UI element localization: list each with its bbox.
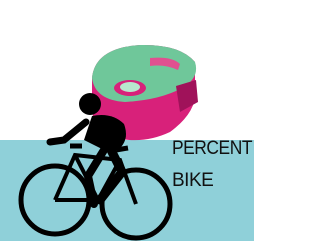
page: {"label": {"line1": "PERCENT", "line2": … bbox=[0, 0, 254, 241]
label-line-1: PERCENT bbox=[172, 138, 253, 159]
label-line-2: BIKE bbox=[172, 170, 213, 191]
percent-bike-icon: PERCENT BIKE bbox=[0, 0, 254, 241]
